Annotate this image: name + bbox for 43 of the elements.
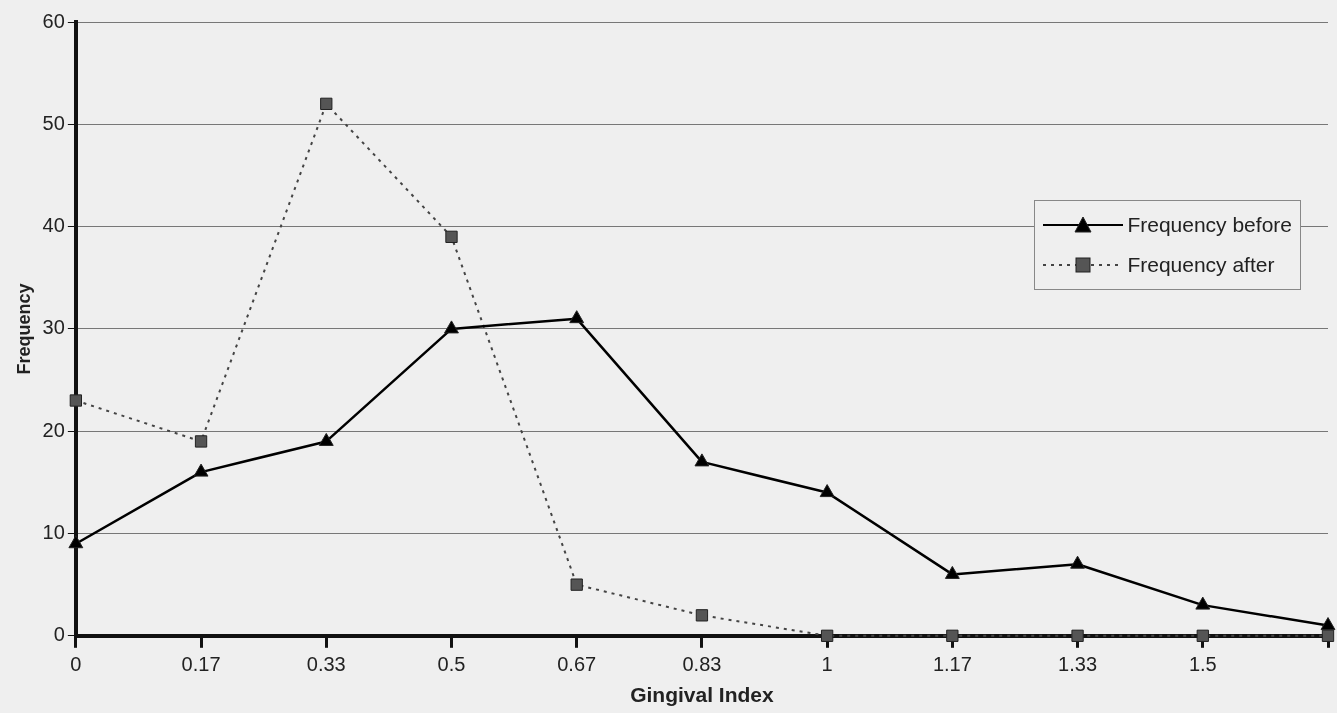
point [444, 320, 459, 334]
point [570, 578, 583, 591]
x-tick-label: 0 [70, 653, 82, 676]
x-tick-label: 1.33 [1058, 653, 1098, 676]
point [445, 230, 458, 243]
point [944, 565, 960, 579]
x-tick-label: 0.83 [682, 653, 722, 676]
x-tick-label: 1.5 [1188, 653, 1217, 676]
point [694, 453, 710, 467]
x-tick-label: 0.5 [437, 653, 466, 676]
x-tick-label: 0.17 [181, 653, 221, 676]
x-axis-title: Gingival Index [630, 683, 774, 707]
point [69, 394, 82, 407]
y-tick-label: 20 [42, 418, 65, 441]
x-tick-label: 0.67 [557, 653, 597, 676]
point [569, 310, 585, 324]
point [318, 432, 334, 446]
point [1196, 629, 1209, 642]
y-axis-title: Frequency [13, 283, 34, 375]
point [946, 629, 959, 642]
point [819, 484, 835, 498]
point [820, 629, 834, 642]
y-tick-label: 50 [42, 111, 65, 134]
y-tick-label: 0 [53, 623, 65, 646]
legend-label: Frequency after [1127, 253, 1275, 277]
x-tick-label: 1.17 [932, 653, 972, 676]
point [320, 97, 333, 110]
point [193, 463, 209, 477]
point [1320, 617, 1336, 631]
point [1321, 629, 1335, 642]
point [695, 609, 709, 622]
point [1071, 629, 1084, 642]
point [1195, 596, 1211, 610]
y-tick-label: 40 [42, 214, 65, 237]
y-tick-label: 60 [42, 9, 65, 32]
x-tick-label: 0.33 [306, 653, 346, 676]
x-tick-label: 1 [821, 653, 833, 676]
point [68, 535, 84, 549]
point [1070, 555, 1085, 569]
legend-label: Frequency before [1127, 213, 1292, 237]
y-tick-label: 10 [42, 521, 65, 544]
point [194, 435, 208, 448]
y-tick-label: 30 [42, 316, 65, 339]
